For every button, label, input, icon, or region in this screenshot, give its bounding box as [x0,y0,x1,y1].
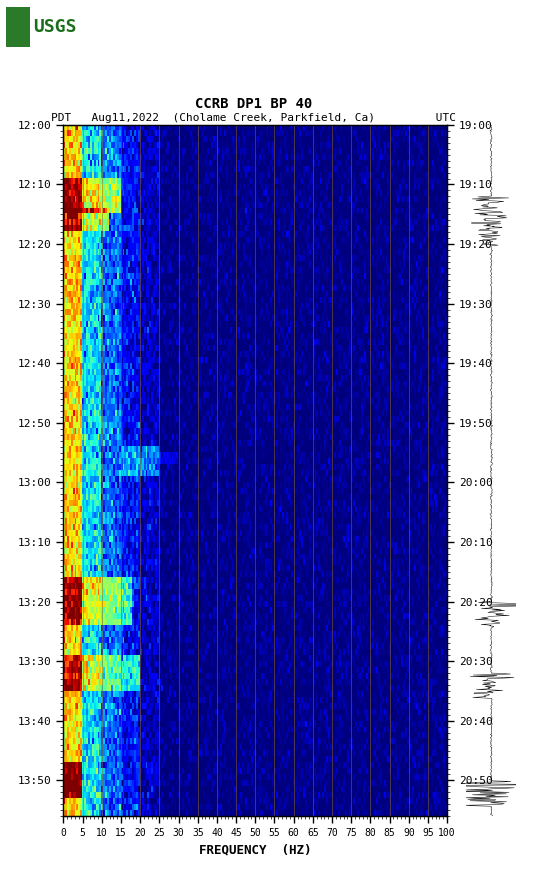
X-axis label: FREQUENCY  (HZ): FREQUENCY (HZ) [199,844,311,856]
Text: USGS: USGS [33,18,76,36]
Bar [6,7,30,47]
Text: PDT   Aug11,2022  (Cholame Creek, Parkfield, Ca)         UTC: PDT Aug11,2022 (Cholame Creek, Parkfield… [51,113,457,123]
Text: CCRB DP1 BP 40: CCRB DP1 BP 40 [195,97,312,112]
